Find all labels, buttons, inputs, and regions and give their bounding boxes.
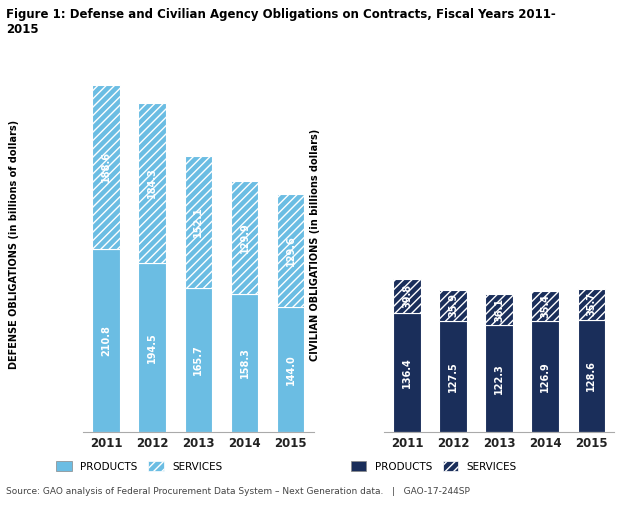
Text: 188.6: 188.6 [101, 151, 111, 182]
Text: 158.3: 158.3 [239, 347, 250, 378]
Text: 136.4: 136.4 [402, 357, 412, 388]
Text: 210.8: 210.8 [101, 325, 111, 356]
Bar [184, 156, 212, 288]
Text: 126.9: 126.9 [540, 361, 550, 392]
Text: Figure 1: Defense and Civilian Agency Obligations on Contracts, Fiscal Years 201: Figure 1: Defense and Civilian Agency Ob… [6, 8, 556, 35]
Bar [439, 290, 467, 321]
Text: 39.8: 39.8 [402, 284, 412, 308]
Text: 35.4: 35.4 [540, 294, 550, 318]
Bar [184, 288, 212, 432]
Text: DEFENSE OBLIGATIONS (in billions of dollars): DEFENSE OBLIGATIONS (in billions of doll… [9, 120, 19, 370]
Text: 35.7: 35.7 [586, 292, 596, 317]
Text: 122.3: 122.3 [494, 363, 504, 394]
Text: 127.5: 127.5 [448, 361, 458, 392]
Bar [92, 248, 120, 432]
Bar [531, 322, 559, 432]
Text: 152.1: 152.1 [193, 207, 204, 237]
Bar [230, 181, 259, 294]
Bar [230, 294, 259, 432]
Text: 144.0: 144.0 [285, 354, 296, 385]
Text: Source: GAO analysis of Federal Procurement Data System – Next Generation data. : Source: GAO analysis of Federal Procurem… [6, 487, 470, 496]
Bar [439, 321, 467, 432]
Bar [577, 320, 605, 432]
Text: 36.1: 36.1 [494, 298, 504, 322]
Text: 165.7: 165.7 [193, 344, 204, 375]
Bar [393, 279, 421, 313]
Bar [531, 291, 559, 322]
Text: 184.3: 184.3 [147, 167, 157, 198]
Text: 128.6: 128.6 [586, 361, 596, 391]
Bar [276, 194, 305, 307]
Bar [577, 289, 605, 320]
Text: 129.6: 129.6 [285, 235, 296, 266]
Legend: PRODUCTS, SERVICES: PRODUCTS, SERVICES [351, 462, 516, 472]
Text: CIVILIAN OBLIGATIONS (in billions dollars): CIVILIAN OBLIGATIONS (in billions dollar… [310, 129, 320, 361]
Bar [485, 294, 513, 326]
Legend: PRODUCTS, SERVICES: PRODUCTS, SERVICES [56, 462, 222, 472]
Text: 129.9: 129.9 [239, 222, 250, 253]
Bar [485, 326, 513, 432]
Bar [393, 313, 421, 432]
Bar [276, 307, 305, 432]
Bar [138, 103, 166, 263]
Text: 35.9: 35.9 [448, 293, 458, 317]
Text: 194.5: 194.5 [147, 332, 157, 363]
Bar [138, 263, 166, 432]
Bar [92, 85, 120, 248]
